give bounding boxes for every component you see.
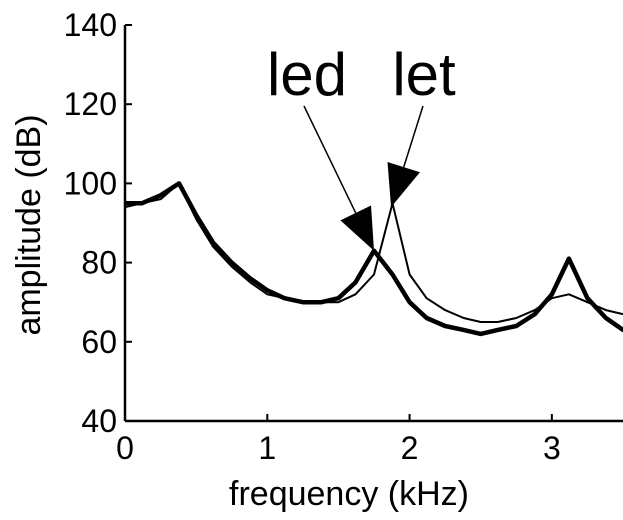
series-layer xyxy=(125,183,623,334)
y-tick-label: 80 xyxy=(81,245,117,281)
annotation-arrow-shaft xyxy=(404,106,423,167)
y-tick-label: 140 xyxy=(64,7,117,43)
x-axis-label: frequency (kHz) xyxy=(229,475,469,513)
y-tick-label: 120 xyxy=(64,86,117,122)
annotation-arrow-shaft xyxy=(304,106,356,213)
y-axis-label: amplitude (dB) xyxy=(10,114,48,335)
x-tick-label: 2 xyxy=(401,430,419,466)
series-line-led xyxy=(125,183,623,334)
y-tick-label: 40 xyxy=(81,403,117,439)
annotation-layer: led let xyxy=(267,41,456,251)
annotation-label-let: let xyxy=(392,41,456,108)
x-tick-label: 1 xyxy=(258,430,276,466)
annotation-arrowhead xyxy=(340,206,374,251)
annotation-arrowhead xyxy=(388,162,420,207)
x-tick-label: 3 xyxy=(543,430,561,466)
x-tick-label: 0 xyxy=(116,430,134,466)
annotation-label-led: led xyxy=(267,41,347,108)
y-tick-label: 60 xyxy=(81,324,117,360)
y-tick-label: 100 xyxy=(64,165,117,201)
